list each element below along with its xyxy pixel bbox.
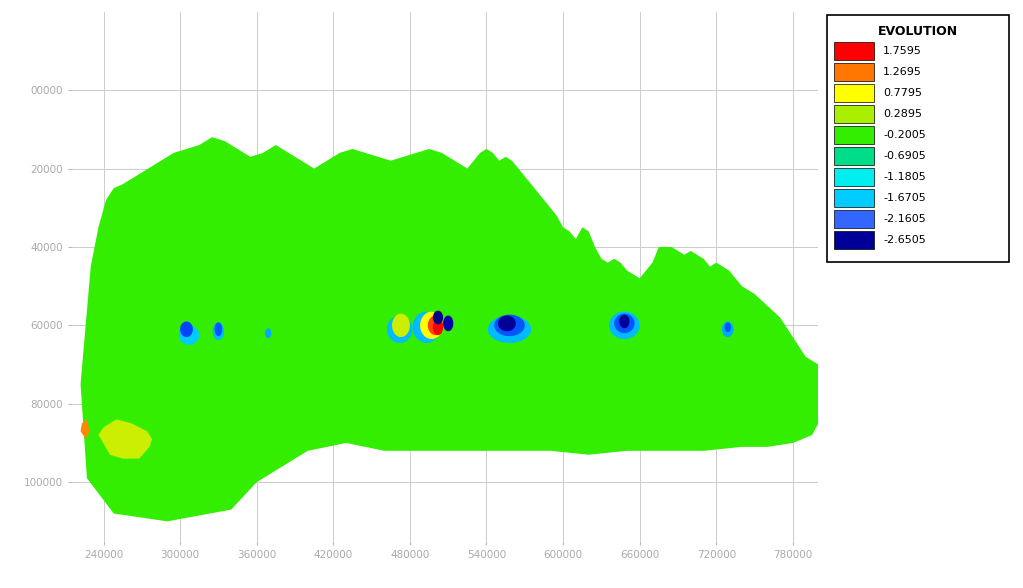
Text: 0.2895: 0.2895: [883, 109, 922, 119]
Polygon shape: [392, 313, 410, 337]
Polygon shape: [387, 316, 412, 343]
Bar: [834, 189, 874, 206]
Polygon shape: [488, 316, 531, 343]
Polygon shape: [722, 322, 733, 337]
Text: -0.2005: -0.2005: [883, 129, 926, 139]
Polygon shape: [179, 325, 199, 345]
Bar: [834, 210, 874, 228]
Polygon shape: [81, 137, 818, 522]
Polygon shape: [433, 319, 443, 335]
Polygon shape: [614, 313, 634, 333]
Text: 1.7595: 1.7595: [883, 46, 922, 56]
Text: -1.6705: -1.6705: [883, 193, 926, 203]
Bar: [834, 84, 874, 102]
Polygon shape: [433, 310, 443, 325]
Bar: [834, 105, 874, 123]
Polygon shape: [412, 312, 441, 343]
Text: 1.2695: 1.2695: [883, 66, 922, 76]
Polygon shape: [619, 315, 629, 328]
Bar: [834, 126, 874, 143]
Text: -2.6505: -2.6505: [883, 235, 926, 245]
Bar: [834, 230, 874, 249]
Text: -0.6905: -0.6905: [883, 151, 926, 161]
Polygon shape: [498, 316, 516, 331]
Text: EVOLUTION: EVOLUTION: [878, 25, 958, 38]
Polygon shape: [443, 316, 453, 331]
Polygon shape: [98, 419, 152, 459]
Text: 0.7795: 0.7795: [883, 88, 922, 98]
Polygon shape: [494, 315, 525, 336]
Polygon shape: [428, 316, 443, 335]
Text: -1.1805: -1.1805: [883, 172, 926, 182]
Bar: [834, 168, 874, 186]
Polygon shape: [265, 328, 271, 338]
Polygon shape: [420, 312, 443, 339]
Polygon shape: [724, 322, 731, 332]
Bar: [834, 147, 874, 165]
Polygon shape: [215, 322, 222, 336]
Polygon shape: [180, 322, 193, 337]
Text: -2.1605: -2.1605: [883, 213, 926, 223]
Bar: [834, 42, 874, 60]
Bar: [834, 63, 874, 81]
Polygon shape: [81, 419, 89, 439]
Polygon shape: [609, 312, 639, 339]
Polygon shape: [213, 322, 224, 340]
